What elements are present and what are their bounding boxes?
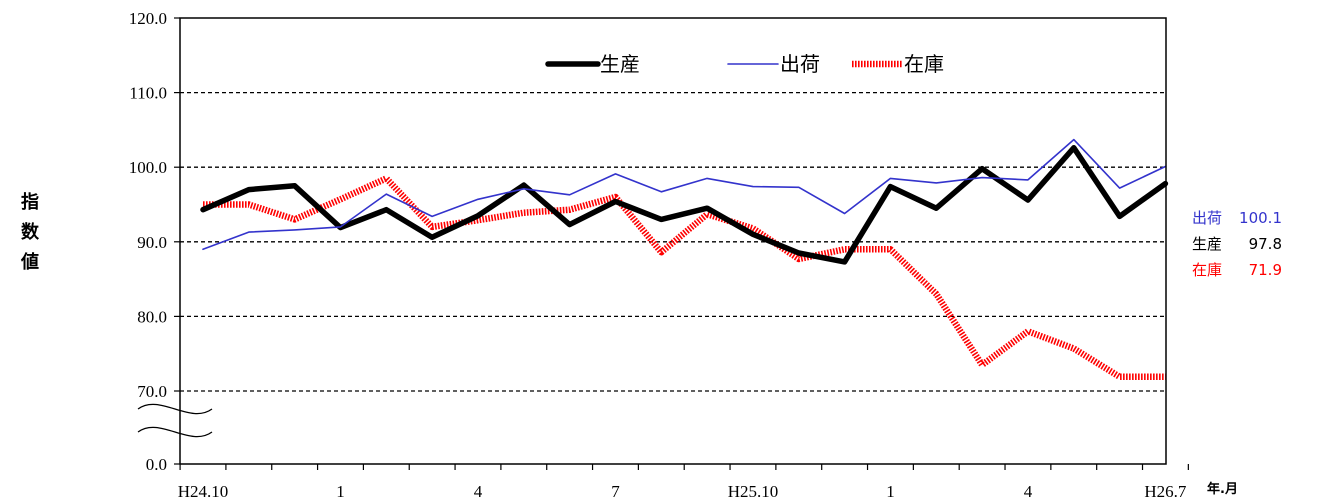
x-axis-unit-label: 年.月 bbox=[1207, 481, 1238, 497]
series-line-生産 bbox=[200, 145, 1169, 265]
latest-value-name: 在庫 bbox=[1192, 261, 1222, 279]
y-tick-label: 120.0 bbox=[129, 9, 167, 28]
y-axis-label: 指数値 bbox=[20, 191, 40, 272]
y-tick-label: 90.0 bbox=[137, 233, 167, 252]
x-tick-label: 4 bbox=[1024, 482, 1033, 501]
x-tick-label: H26.7 bbox=[1144, 482, 1187, 501]
y-tick-label: 80.0 bbox=[137, 307, 167, 326]
y-tick-label: 0.0 bbox=[146, 455, 167, 474]
y-tick-label: 100.0 bbox=[129, 158, 167, 177]
latest-value-number: 100.1 bbox=[1239, 209, 1282, 227]
latest-value-number: 71.9 bbox=[1249, 261, 1282, 279]
x-tick-label: 1 bbox=[886, 482, 895, 501]
latest-value-number: 97.8 bbox=[1249, 235, 1282, 253]
y-tick-label: 70.0 bbox=[137, 382, 167, 401]
x-tick-label: 1 bbox=[336, 482, 345, 501]
x-axis-ticks: H24.10 1 4 7 H25.10 1 4 H26.7 bbox=[178, 464, 1189, 501]
x-tick-label: 7 bbox=[611, 482, 620, 501]
y-tick-label: 110.0 bbox=[129, 84, 167, 103]
x-tick-label: H25.10 bbox=[728, 482, 779, 501]
y-label-char: 指 bbox=[21, 191, 39, 212]
legend-label-在庫: 在庫 bbox=[904, 52, 944, 76]
series-line-出荷 bbox=[202, 138, 1167, 251]
latest-value-name: 生産 bbox=[1192, 235, 1222, 253]
axis-break-mark bbox=[137, 403, 213, 438]
plot-frame bbox=[179, 17, 1167, 465]
x-tick-label: H24.10 bbox=[178, 482, 229, 501]
legend-label-生産: 生産 bbox=[600, 52, 640, 76]
x-tick-label: 4 bbox=[474, 482, 483, 501]
legend-label-出荷: 出荷 bbox=[780, 52, 820, 76]
latest-values-panel: 出荷 100.1 生産 97.8 在庫 71.9 bbox=[1192, 209, 1282, 279]
series-line-在庫 bbox=[203, 175, 1166, 381]
y-label-char: 数 bbox=[21, 221, 40, 242]
y-label-char: 値 bbox=[20, 251, 39, 272]
latest-value-name: 出荷 bbox=[1192, 209, 1222, 227]
legend: 生産 出荷 在庫 bbox=[500, 40, 1000, 92]
y-axis-ticks: 120.0 110.0 100.0 90.0 80.0 70.0 0.0 bbox=[129, 9, 180, 474]
series-layer bbox=[200, 138, 1169, 381]
